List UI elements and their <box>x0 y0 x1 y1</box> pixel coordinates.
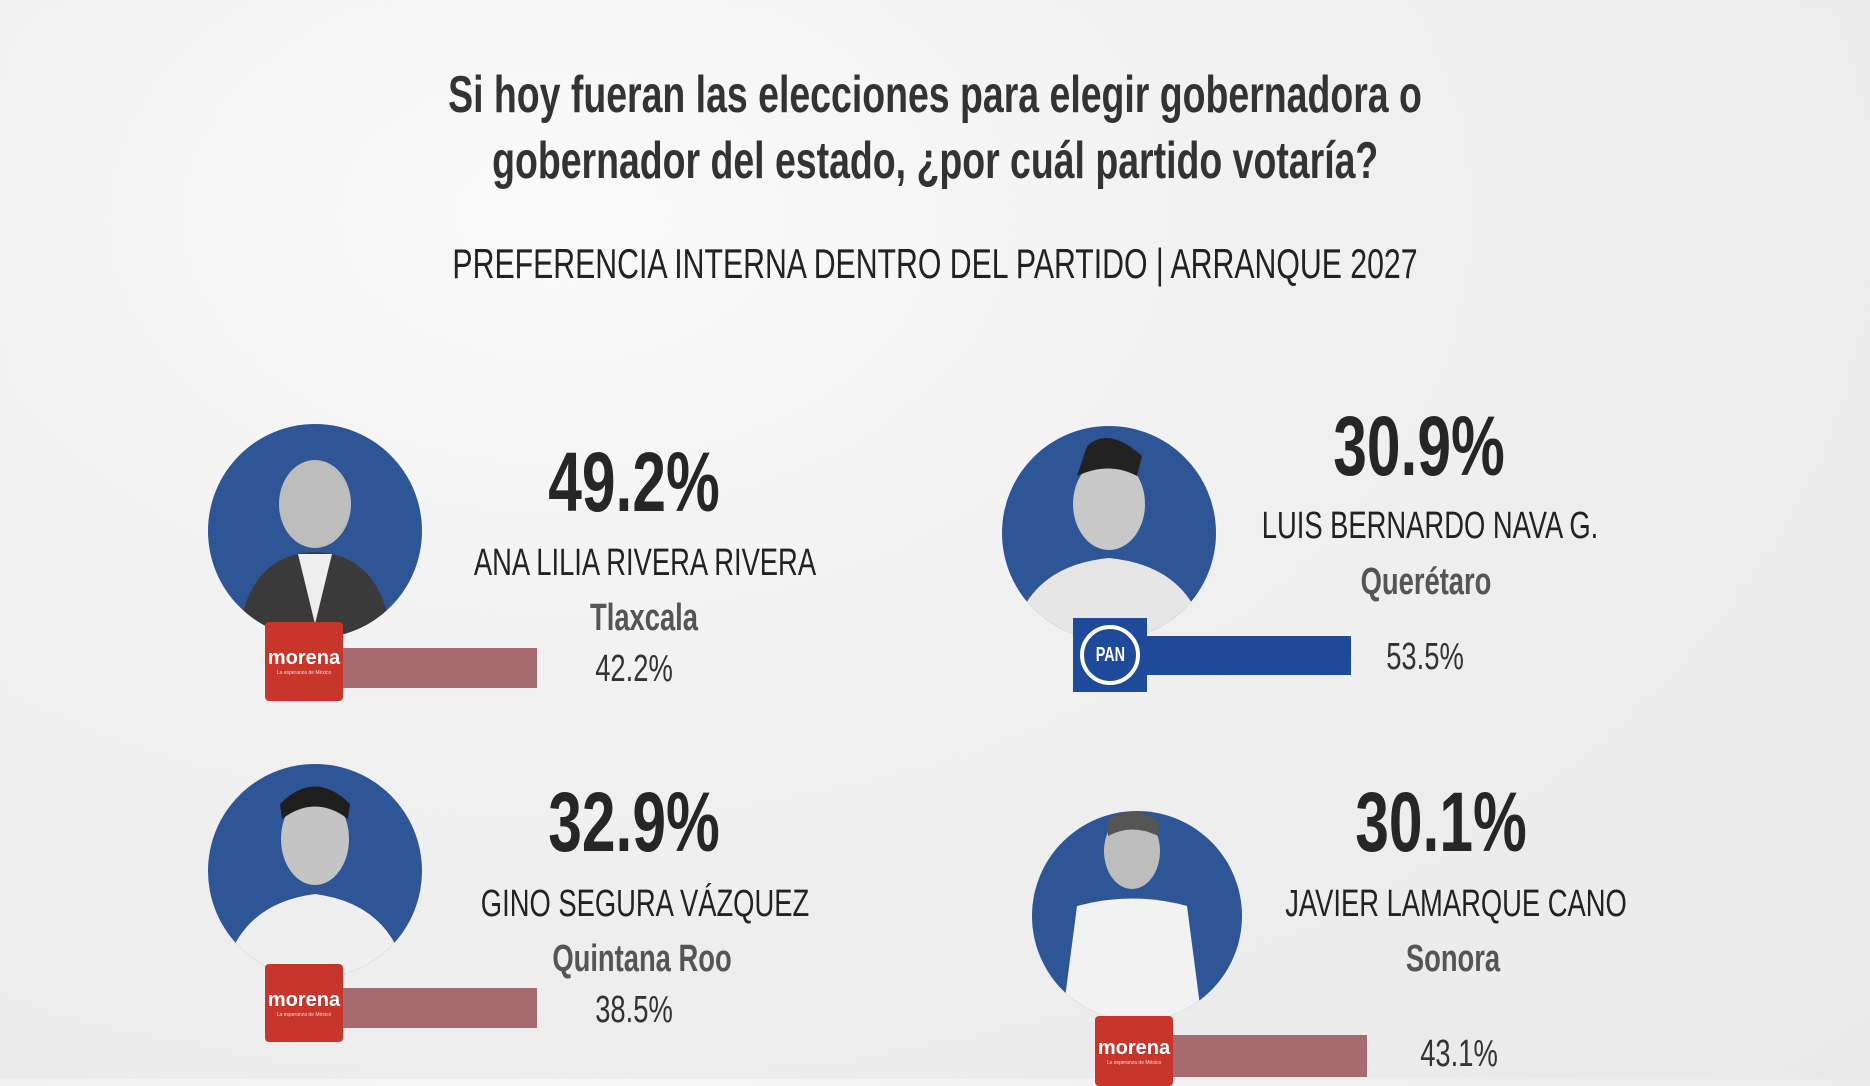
candidate-state: Tlaxcala <box>590 597 698 639</box>
candidate-portrait <box>1032 811 1242 1021</box>
candidate-state: Sonora <box>1405 938 1501 980</box>
party-preference-bar <box>1147 636 1351 675</box>
question-line-1: Si hoy fueran las elecciones para elegir… <box>448 66 1422 124</box>
candidate-name: ANA LILIA RIVERA RIVERA <box>473 542 817 584</box>
candidate-name: GINO SEGURA VÁZQUEZ <box>480 883 810 925</box>
party-preference-bar <box>1173 1035 1367 1077</box>
candidate-state: Quintana Roo <box>552 938 732 980</box>
party-percent: 43.1% <box>1420 1033 1498 1075</box>
person-silhouette-icon <box>1062 811 1202 1021</box>
party-preference-bar <box>343 648 537 688</box>
question-title: Si hoy fueran las elecciones para elegir… <box>259 62 1611 194</box>
party-percent: 42.2% <box>595 648 673 690</box>
morena-logo: morena La esperanza de México <box>1095 1016 1173 1086</box>
party-percent: 53.5% <box>1386 636 1464 678</box>
candidate-name: JAVIER LAMARQUE CANO <box>1285 883 1627 925</box>
candidate-percent: 32.9% <box>548 775 720 869</box>
candidate-percent: 30.1% <box>1355 775 1527 869</box>
candidate-portrait <box>1002 426 1216 640</box>
candidate-portrait <box>208 424 422 638</box>
candidate-name: LUIS BERNARDO NAVA G. <box>1261 505 1599 547</box>
candidate-portrait <box>208 764 422 978</box>
candidate-state: Querétaro <box>1360 561 1492 603</box>
party-percent: 38.5% <box>595 989 673 1031</box>
morena-logo: morena La esperanza de México <box>265 964 343 1042</box>
morena-logo: morena La esperanza de México <box>265 622 343 701</box>
subtitle-text: PREFERENCIA INTERNA DENTRO DEL PARTIDO |… <box>452 240 1418 287</box>
candidate-percent: 49.2% <box>548 435 720 529</box>
person-silhouette-icon <box>1012 438 1206 640</box>
candidate-percent: 30.9% <box>1333 399 1505 493</box>
subtitle: PREFERENCIA INTERNA DENTRO DEL PARTIDO |… <box>265 240 1605 288</box>
question-line-2: gobernador del estado, ¿por cuál partido… <box>491 132 1379 190</box>
person-silhouette-icon <box>238 460 392 638</box>
person-silhouette-icon <box>223 786 407 978</box>
pan-logo: PAN <box>1073 618 1147 692</box>
party-preference-bar <box>343 988 537 1028</box>
